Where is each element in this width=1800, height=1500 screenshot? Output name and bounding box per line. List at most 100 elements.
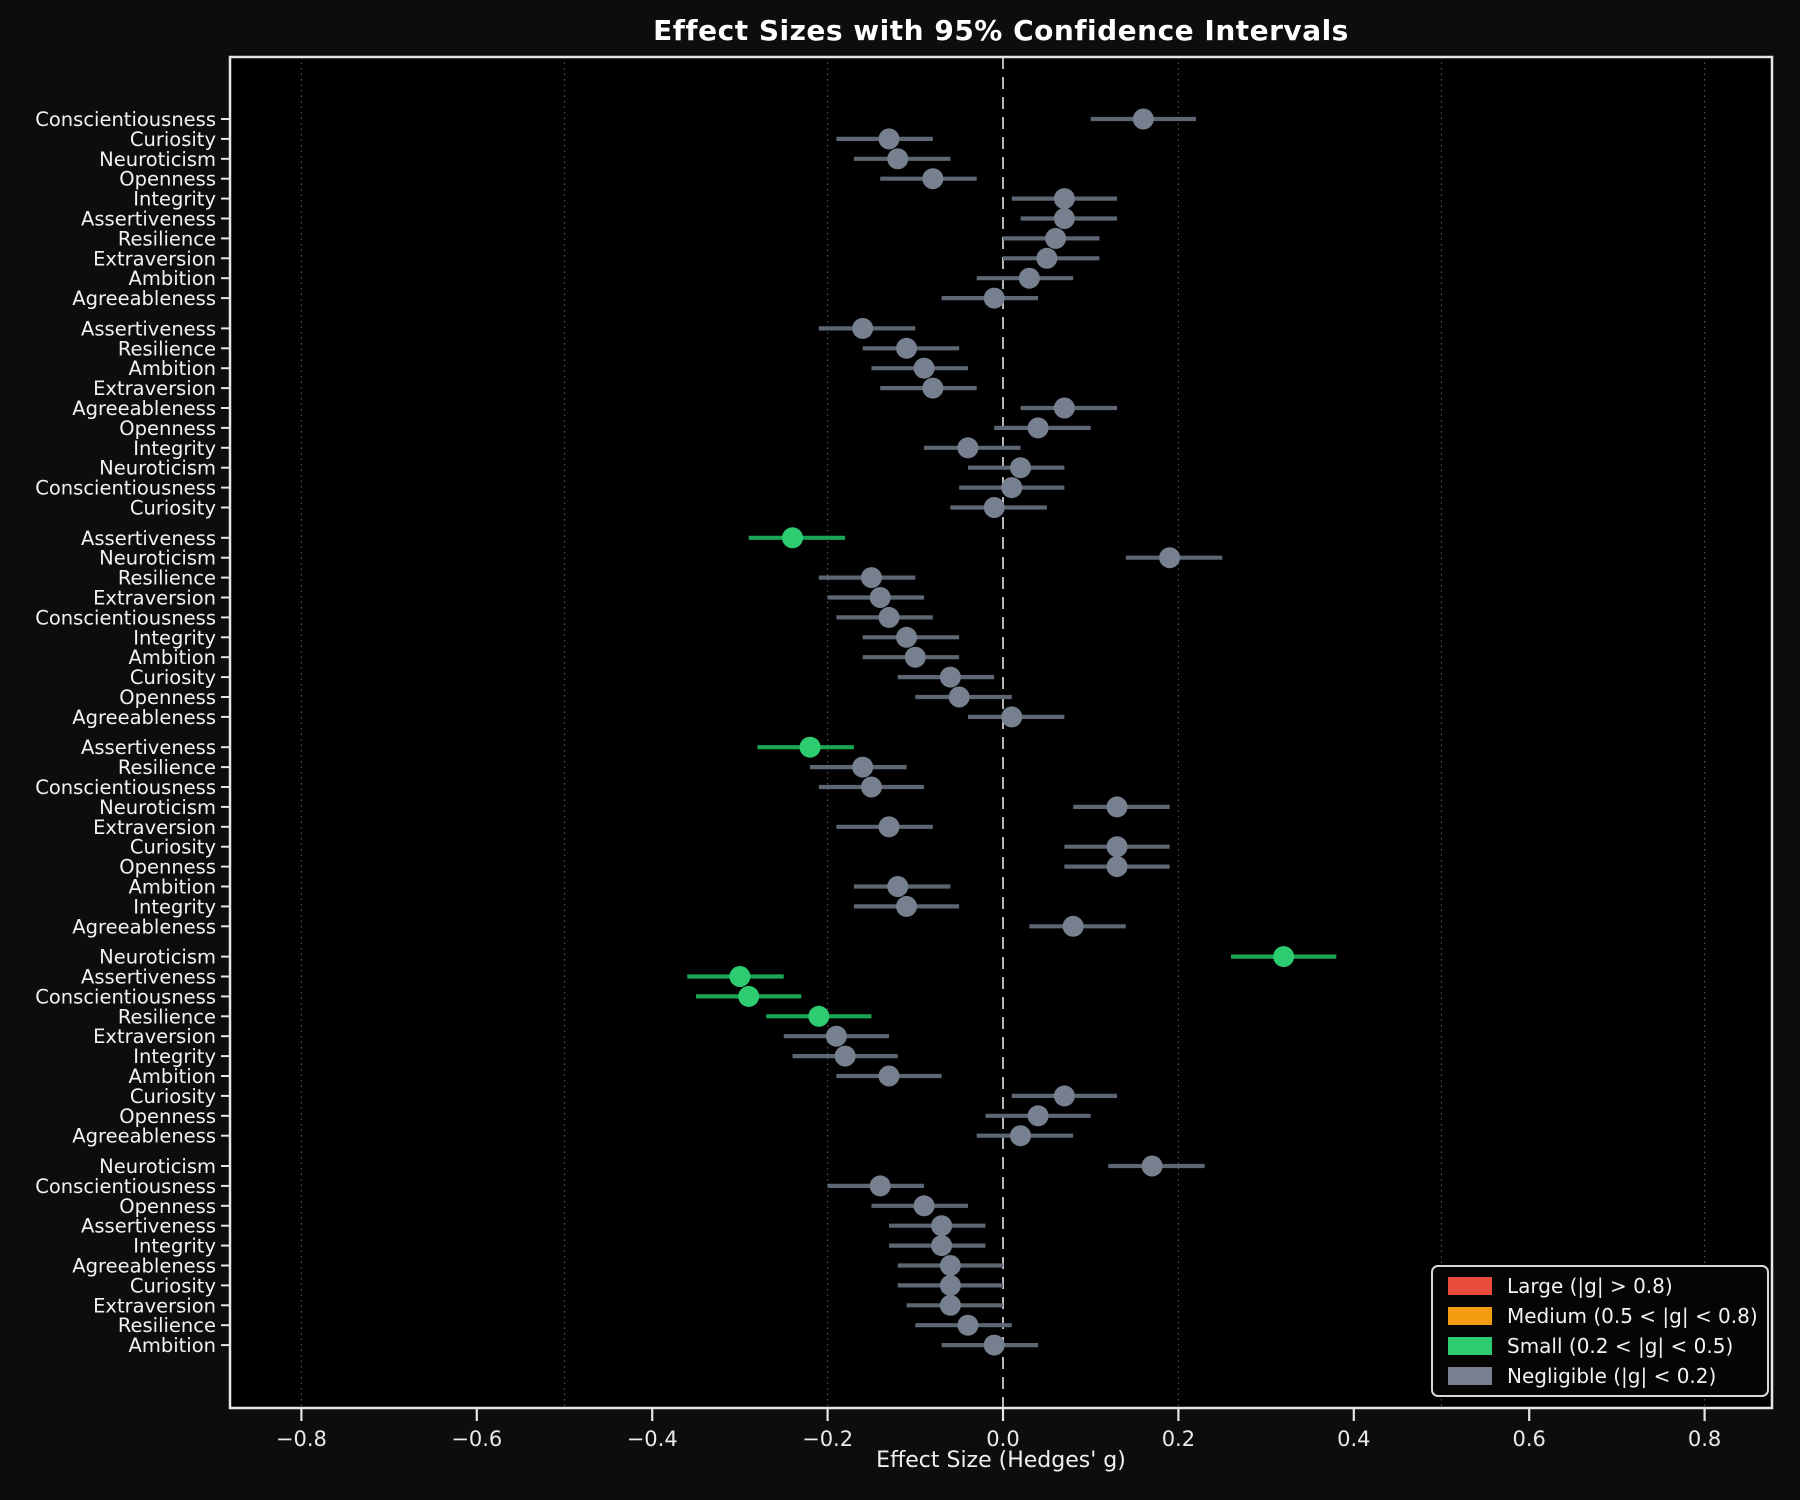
effect-size-point [922, 168, 944, 190]
y-axis-label: Extraversion [93, 247, 216, 270]
effect-size-point [1106, 856, 1128, 878]
effect-size-point [1036, 247, 1058, 269]
effect-size-point [983, 1334, 1005, 1356]
effect-size-point [904, 646, 926, 668]
effect-size-point [860, 567, 882, 589]
effect-size-point [1273, 946, 1295, 968]
chart-title: Effect Sizes with 95% Confidence Interva… [653, 14, 1349, 47]
legend-item-medium: Medium (0.5 < |g| < 0.8) [1448, 1304, 1767, 1328]
y-axis-label: Assertiveness [81, 208, 216, 231]
effect-size-point [1018, 267, 1040, 289]
legend: Large (|g| > 0.8) Medium (0.5 < |g| < 0.… [1431, 1265, 1769, 1397]
y-axis-label: Neuroticism [99, 148, 216, 171]
axes-spines [228, 55, 1774, 1410]
x-tick-label: −0.6 [451, 1427, 502, 1451]
y-axis-label: Assertiveness [81, 317, 216, 340]
legend-swatch-large [1448, 1277, 1492, 1295]
y-axis-label: Openness [119, 417, 216, 440]
effect-size-point [983, 497, 1005, 518]
x-tick-label: 0.0 [986, 1427, 1019, 1451]
x-tick-label: −0.4 [627, 1427, 678, 1451]
legend-item-small: Small (0.2 < |g| < 0.5) [1448, 1334, 1767, 1358]
effect-size-point [1053, 397, 1075, 419]
effect-size-point [939, 666, 961, 688]
legend-swatch-small [1448, 1337, 1492, 1355]
y-axis-label: Resilience [118, 1005, 216, 1028]
y-axis-label: Curiosity [130, 836, 216, 859]
y-axis-label: Resilience [118, 1314, 216, 1337]
effect-size-point [913, 357, 935, 379]
legend-label-small: Small (0.2 < |g| < 0.5) [1507, 1334, 1734, 1358]
y-axis-label: Resilience [118, 567, 216, 590]
effect-size-point [852, 756, 874, 778]
y-axis-label: Agreeableness [72, 1255, 216, 1278]
y-axis-label: Resilience [118, 337, 216, 360]
legend-label-medium: Medium (0.5 < |g| < 0.8) [1507, 1304, 1758, 1328]
effect-size-point [939, 1255, 961, 1276]
y-axis-label: Curiosity [130, 128, 216, 151]
effect-size-point [931, 1235, 953, 1257]
effect-size-point [896, 895, 918, 917]
legend-swatch-medium [1448, 1307, 1492, 1325]
y-axis-label: Ambition [129, 267, 216, 290]
effect-size-point [808, 1005, 830, 1027]
legend-label-negligible: Negligible (|g| < 0.2) [1507, 1364, 1717, 1388]
y-axis-label: Integrity [133, 188, 216, 211]
y-axis-label: Integrity [133, 626, 216, 649]
y-axis-label: Neuroticism [99, 796, 216, 819]
y-axis-label: Openness [119, 1105, 216, 1128]
effect-size-point [939, 1274, 961, 1296]
x-tick-label: 0.4 [1337, 1427, 1370, 1451]
y-axis-label: Extraversion [93, 1294, 216, 1317]
y-axis-label: Openness [119, 856, 216, 879]
y-axis-label: Neuroticism [99, 457, 216, 480]
effect-size-point [1062, 915, 1084, 937]
effect-size-point [1010, 1125, 1032, 1147]
effect-size-point [878, 606, 900, 628]
y-axis-label: Resilience [118, 756, 216, 779]
effect-size-point [1001, 706, 1023, 728]
effect-size-point [1159, 547, 1181, 569]
y-axis-label: Extraversion [93, 1025, 216, 1048]
y-axis-label: Ambition [129, 357, 216, 380]
effect-size-point [948, 686, 970, 708]
effect-size-point [834, 1045, 856, 1067]
y-axis-label: Openness [119, 686, 216, 709]
y-axis-label: Ambition [129, 1334, 216, 1357]
effect-size-point [1132, 108, 1154, 130]
y-axis-label: Integrity [133, 895, 216, 918]
x-tick-label: −0.2 [802, 1427, 853, 1451]
effect-size-point [913, 1195, 935, 1217]
effect-size-point [782, 527, 804, 549]
effect-size-point [799, 736, 821, 758]
effect-size-point [922, 377, 944, 399]
effect-size-point [729, 966, 751, 987]
y-axis-label: Curiosity [130, 1085, 216, 1108]
y-axis-label: Openness [119, 1195, 216, 1218]
y-axis-label: Extraversion [93, 377, 216, 400]
effect-size-point [1106, 796, 1128, 818]
effect-size-point [896, 626, 918, 648]
y-axis-label: Agreeableness [72, 1125, 216, 1148]
effect-size-point [939, 1294, 961, 1316]
y-axis-label: Assertiveness [81, 966, 216, 989]
effect-size-point [1045, 227, 1067, 249]
effect-size-point [931, 1215, 953, 1237]
y-axis-label: Extraversion [93, 816, 216, 839]
effect-size-point [878, 128, 900, 150]
x-tick-label: 0.2 [1162, 1427, 1195, 1451]
y-axis-label: Conscientiousness [35, 477, 216, 500]
y-axis-label: Integrity [133, 1045, 216, 1068]
x-tick-label: 0.6 [1512, 1427, 1545, 1451]
effect-size-point [1027, 417, 1049, 439]
effect-size-point [957, 437, 979, 459]
y-axis-label: Neuroticism [99, 1155, 216, 1178]
effect-size-point [1027, 1105, 1049, 1127]
effect-size-point [860, 776, 882, 798]
y-axis-label: Agreeableness [72, 287, 216, 310]
effect-size-point [1106, 836, 1128, 858]
effect-size-point [825, 1025, 847, 1047]
y-axis-label: Assertiveness [81, 736, 216, 759]
